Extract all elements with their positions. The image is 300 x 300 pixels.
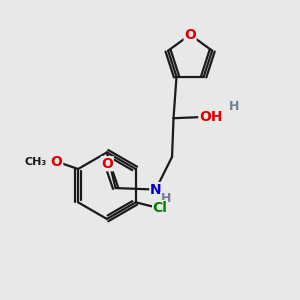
Text: H: H	[229, 100, 240, 113]
Text: CH₃: CH₃	[24, 157, 46, 166]
Text: H: H	[161, 192, 171, 205]
Text: O: O	[101, 157, 113, 171]
Text: Cl: Cl	[153, 201, 167, 215]
Text: N: N	[150, 183, 161, 196]
Text: O: O	[184, 28, 196, 42]
Text: OH: OH	[199, 110, 222, 124]
Text: O: O	[51, 154, 63, 169]
